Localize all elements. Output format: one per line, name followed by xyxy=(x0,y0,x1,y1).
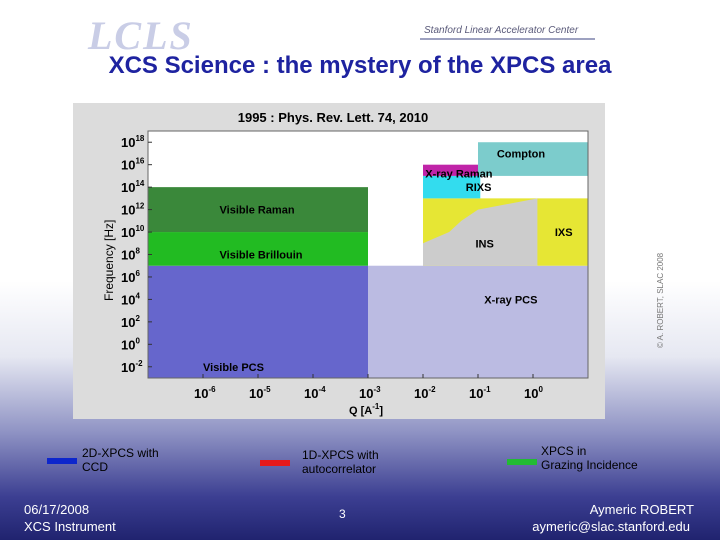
y-tick-label: 1016 xyxy=(121,157,145,173)
region-label-ixs: IXS xyxy=(555,227,573,239)
region-label-compton: Compton xyxy=(497,148,546,160)
y-tick-label: 1018 xyxy=(121,134,145,150)
phase-space-chart: Visible PCS X-ray PCS Visible Brillouin Vis… xyxy=(102,130,589,417)
region-xray-raman xyxy=(423,164,481,176)
lab-name: Stanford Linear Accelerator Center xyxy=(424,25,579,36)
legend-gi-swatch xyxy=(507,459,537,465)
region-visible-pcs xyxy=(148,265,368,378)
y-tick-label: 106 xyxy=(121,269,140,285)
legend-1d-label: 1D-XPCS with autocorrelator xyxy=(302,448,379,476)
footer-email: aymeric@slac.stanford.edu xyxy=(532,519,690,534)
chart-figure: 1995 : Phys. Rev. Lett. 74, 2010 Visible… xyxy=(73,103,665,419)
region-label-visible-brillouin: Visible Brillouin xyxy=(220,250,303,262)
x-tick-label: 10-1 xyxy=(469,385,491,401)
region-compton xyxy=(478,142,588,176)
x-tick-label: 100 xyxy=(524,385,543,401)
y-tick-label: 1012 xyxy=(121,202,145,218)
legend-2d-label: 2D-XPCS with CCD xyxy=(82,446,159,474)
y-tick-label: 104 xyxy=(121,291,140,307)
region-label-visible-raman: Visible Raman xyxy=(220,205,295,217)
x-tick-label: 10-2 xyxy=(414,385,436,401)
lcls-logo: LCLS xyxy=(88,13,194,58)
footer-author: Aymeric ROBERT xyxy=(589,502,694,517)
x-tick-label: 10-5 xyxy=(249,385,271,401)
region-visible-brillouin xyxy=(148,232,368,266)
legend-2d-swatch xyxy=(47,458,77,464)
x-tick-label: 10-6 xyxy=(194,385,216,401)
region-visible-raman xyxy=(148,187,368,233)
region-xray-pcs xyxy=(368,265,588,378)
region-rixs xyxy=(423,175,481,199)
x-axis-label: Q [A-1] xyxy=(349,402,383,417)
legend-gi-label: XPCS in Grazing Incidence xyxy=(541,444,638,472)
chart-title: 1995 : Phys. Rev. Lett. 74, 2010 xyxy=(237,110,429,125)
region-label-visible-pcs: Visible PCS xyxy=(203,362,264,374)
footer-subtitle: XCS Instrument xyxy=(24,519,116,534)
x-tick-label: 10-3 xyxy=(359,385,381,401)
y-axis-label: Frequency [Hz] xyxy=(102,220,116,301)
author-vertical-text: © A. ROBERT, SLAC 2008 xyxy=(656,252,665,348)
y-tick-label: 1014 xyxy=(121,179,145,195)
y-tick-label: 102 xyxy=(121,314,140,330)
page-number: 3 xyxy=(339,507,346,521)
region-label-ins: INS xyxy=(475,238,493,250)
slide-title: XCS Science : the mystery of the XPCS ar… xyxy=(108,52,612,79)
region-label-rixs: RIXS xyxy=(466,182,492,194)
y-tick-label: 10-2 xyxy=(121,359,143,375)
region-ins xyxy=(423,198,538,266)
header-rule xyxy=(420,38,595,40)
legend-1d-swatch xyxy=(260,460,290,466)
footer-date: 06/17/2008 xyxy=(24,502,90,517)
x-tick-label: 10-4 xyxy=(304,385,326,401)
y-tick-label: 108 xyxy=(121,247,140,263)
y-tick-label: 1010 xyxy=(121,224,145,240)
region-label-xray-raman: X-ray Raman xyxy=(425,169,493,181)
region-label-xray-pcs: X-ray PCS xyxy=(484,294,537,306)
y-tick-label: 100 xyxy=(121,336,140,352)
